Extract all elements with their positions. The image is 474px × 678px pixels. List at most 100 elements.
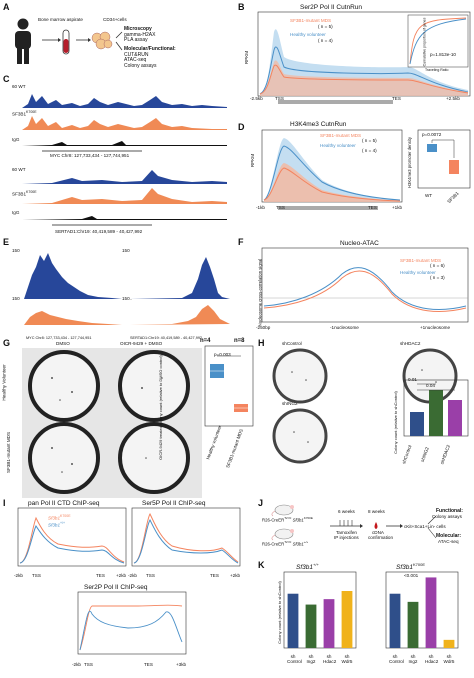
k-tick-label: sh Hdac2 [323,654,337,664]
k-tick-label: sh Wdr5 [443,654,455,664]
b-leg-mds: SF3B1-mutant MDS [290,18,332,23]
k-title2: Sf3b1 [396,564,413,572]
panel-label-g: G [3,338,11,348]
cell-cluster-icon [91,31,113,50]
b-title: Ser2P Pol II CutnRun [300,4,363,11]
a-micro-title: Microscopy [124,26,152,32]
c-sup-1: K700E [26,110,37,114]
a-mol-2: ATAC-seq [124,57,147,64]
k-bar-sh-ing2 [407,601,419,648]
b-tick-1: TSS [275,96,284,101]
i-chart-2 [131,507,241,567]
g-xlab-1: SF3B1-mutant MDS [225,428,244,469]
d-box-ylabel: H3K4me3 promoter density [406,137,412,188]
b-tick-0: -2.5kb [250,96,263,101]
j-m-1: ATAC-seq [438,539,459,544]
j-m2-gene: Sf3b1 [292,541,304,547]
b-profile-chart [257,11,471,104]
c-loc-1: MYC Chr8: 127,733,434 - 127,744,951 [50,153,130,158]
panel-label-e: E [3,237,10,247]
j-tam1: Tamoxifen [336,530,357,535]
c-track-4: SF3B1 [12,191,27,197]
i3-tick-1: TSS [84,662,93,667]
panel-label-c: C [3,74,10,84]
b-ylabel: RPKM [244,50,250,65]
j-cells: cKit+Sca1+Lin- cells [404,524,446,529]
d-leg-mds-n: ( n = 5) [362,138,377,143]
d-leg-h-n: ( n = 4) [362,148,377,153]
e-scale-3: 150 [122,296,130,301]
g-col-1: DMSO [56,341,70,346]
d-p: p=0.0072 [422,132,442,137]
c-track-0: WT [18,84,26,89]
b-tick-2: TES [392,96,401,101]
k-axes-frame [283,571,357,649]
h-c3: shING2 [282,401,298,406]
i2-tick-2: TES [210,573,219,578]
k-bar-chart-2 [385,571,459,649]
panel-label-b: B [238,2,245,12]
f-leg-h-n: ( n = 3) [430,275,445,280]
h-ylabel: Colony count (relative to shControl) [392,391,398,454]
f-tick-1: -1nucleosome [330,325,359,330]
g-p: p=0.003 [214,352,231,357]
d-tick-0: -1kb [256,205,265,210]
d-title: H3K4me3 CutnRun [290,121,347,128]
j-m2: R26-CreER [262,541,285,547]
j-tam2: IP injections [334,535,359,540]
j-f-title: Functional: [436,508,463,514]
f-title: Nucleo-ATAC [340,240,379,247]
d-boxplot [417,129,471,189]
i2-tick-1: TSS [146,573,155,578]
i2-tick-3: +2kb [230,573,241,578]
d-tick-2: TES [368,205,377,210]
j-w1: 6 weeks [338,509,355,514]
panel-label-a: A [3,2,10,12]
g-xlab-0: Healthy volunteer [205,424,223,461]
i3-tick-3: +3kb [176,662,187,667]
b-leg-h-n: ( n = 4) [318,38,333,43]
f-leg-mds-n: ( n = 6) [430,263,445,268]
b-inset-y: Cumulative proportion of genes [422,17,427,67]
e-loc-2: SERTAD1:Chr19: 40,419,589 - 40,427,992 [130,336,203,340]
i-leg2-sup: +/+ [60,521,66,525]
panel-label-i: I [3,498,6,508]
h-c2: shHDAC2 [400,341,421,346]
c-track-1: SF3B1 [12,111,27,117]
c-scale-0: 60 [12,84,18,89]
i-t1: pan Pol II CTD ChIP-seq [28,500,100,507]
f-leg-h: Healthy volunteer [400,270,436,275]
b-leg-mds-n: ( n = 5) [318,24,333,29]
j-cdna1: cDNA [372,530,384,535]
d-profile-chart [261,129,403,210]
g-ylabel: OICR-9429 treated colony count (relative… [157,355,163,460]
panel-label-j: J [258,498,264,508]
a-mol-3: Colony assays [124,62,157,69]
k-bar-sh-control [287,593,299,648]
i-t3: Ser2P Pol II ChIP-seq [84,584,148,591]
i-t2: Ser5P Pol II ChIP-seq [142,500,206,507]
b-leg-h: Healthy volunteer [290,32,326,37]
i3-tick-2: TES [144,662,153,667]
k-tick-label: sh Control [287,654,302,664]
k-tick-label: sh Ing2 [306,654,316,664]
a-micro-1: gamma-H2AX [124,31,156,38]
k-title2-sup: K700E [413,562,426,567]
d-leg-mds: SF3B1-mutant MDS [320,133,362,138]
mouse-icon-2 [271,528,294,541]
a-sample: Bone marrow aspirate [38,17,83,22]
k-tick-label: sh Ing2 [408,654,418,664]
j-m-title: Molecular: [436,533,462,539]
h-bar-chart [403,379,469,437]
j-w2: 8 weeks [368,509,385,514]
c-tracks [22,94,227,226]
k-axes-frame [385,571,459,649]
panel-label-h: H [258,338,265,348]
i-chart-1 [17,507,127,567]
g-colony-plates [22,348,202,498]
g-n-1: n=4 [200,338,211,344]
e-scale-2: 150 [122,248,130,253]
g-n-2: n=8 [234,338,245,344]
mouse-icon-1 [271,504,294,517]
k-tick-label: sh Hdac2 [425,654,439,664]
